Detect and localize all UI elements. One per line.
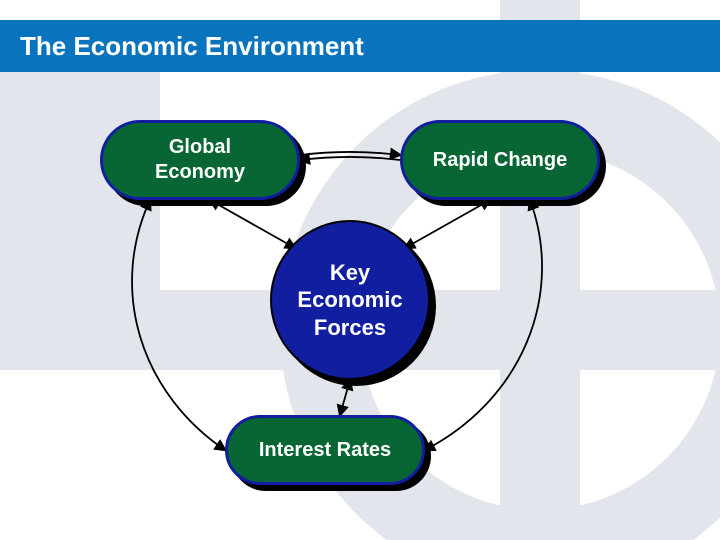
node-interest_rates-label: Interest Rates — [259, 438, 391, 463]
node-global_economy-label: Global Economy — [155, 135, 245, 185]
node-rapid_change: Rapid Change — [400, 120, 600, 200]
title-bar: The Economic Environment — [0, 20, 720, 72]
slide: The Economic Environment Global Economy R… — [0, 0, 720, 540]
node-global_economy: Global Economy — [100, 120, 300, 200]
node-key_forces: Key Economic Forces — [270, 220, 430, 380]
slide-title: The Economic Environment — [20, 31, 364, 62]
node-key_forces-label: Key Economic Forces — [297, 259, 402, 342]
node-rapid_change-label: Rapid Change — [433, 148, 567, 173]
bg-vertical-bar — [500, 0, 580, 540]
node-interest_rates: Interest Rates — [225, 415, 425, 485]
